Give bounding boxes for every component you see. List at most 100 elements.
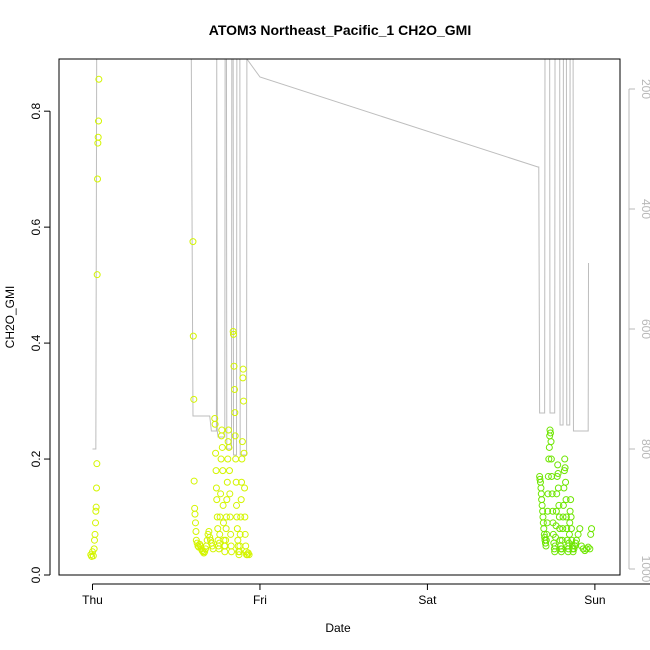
data-point	[240, 397, 248, 405]
data-point	[586, 545, 594, 553]
data-point	[239, 365, 247, 373]
data-point	[547, 455, 555, 463]
y-axis-label: CH2O_GMI	[3, 286, 17, 349]
data-point	[557, 548, 565, 556]
y-tick-label: 0.4	[29, 334, 43, 351]
data-point	[223, 478, 231, 486]
data-point	[224, 438, 232, 446]
data-point	[555, 501, 563, 509]
data-point	[558, 536, 566, 544]
data-point	[189, 238, 197, 246]
data-point	[212, 484, 220, 492]
data-point	[233, 513, 241, 521]
data-point	[584, 543, 592, 551]
plot-series	[87, 59, 596, 560]
data-point	[92, 519, 100, 527]
y-tick-right-label: 200	[639, 79, 650, 99]
data-point	[553, 472, 561, 480]
data-point	[544, 472, 552, 480]
data-point	[219, 501, 227, 509]
y-axis-right: 200 400 600 800 1000	[628, 79, 650, 583]
data-point	[565, 530, 573, 538]
data-point	[234, 536, 242, 544]
y-tick-label: 0.2	[29, 450, 43, 467]
data-point	[562, 478, 570, 486]
data-point	[554, 470, 562, 478]
data-point	[224, 455, 232, 463]
data-point	[549, 507, 557, 515]
data-point	[567, 496, 575, 504]
data-point	[222, 513, 230, 521]
data-point	[537, 484, 545, 492]
data-point	[536, 475, 544, 483]
pressure-line	[92, 59, 590, 456]
data-point	[94, 133, 102, 141]
data-point	[588, 525, 596, 533]
data-point	[544, 507, 552, 515]
data-point	[546, 426, 554, 434]
data-point	[212, 467, 220, 475]
data-point	[587, 530, 595, 538]
data-point	[190, 395, 198, 403]
data-point	[94, 139, 102, 147]
data-point	[233, 525, 241, 533]
data-point	[229, 327, 237, 335]
data-point	[92, 503, 100, 511]
data-point	[222, 536, 230, 544]
data-point	[90, 545, 98, 553]
data-point	[91, 530, 99, 538]
y-tick-right-label: 800	[639, 439, 650, 459]
data-point	[227, 542, 235, 550]
data-point	[583, 545, 591, 553]
data-point	[219, 519, 227, 527]
data-point	[230, 330, 237, 338]
data-point	[217, 432, 225, 440]
data-point	[226, 490, 234, 498]
data-point	[548, 490, 556, 498]
data-point	[240, 449, 248, 457]
data-point	[95, 75, 103, 83]
data-point	[227, 530, 235, 538]
data-point	[539, 513, 547, 521]
data-point	[561, 464, 569, 472]
data-point	[553, 490, 561, 498]
data-point	[236, 530, 244, 538]
data-point	[547, 429, 554, 437]
data-point	[223, 496, 231, 504]
data-point	[560, 467, 568, 475]
data-point	[238, 438, 246, 446]
data-point	[95, 117, 103, 125]
data-point	[543, 530, 551, 538]
data-point	[222, 525, 230, 533]
data-point	[189, 332, 197, 340]
data-point	[562, 513, 570, 521]
plot-frame	[58, 58, 621, 576]
data-point	[191, 510, 199, 518]
data-point	[231, 432, 239, 440]
x-tick-label: Sun	[584, 593, 605, 607]
y-tick-right-label: 400	[639, 199, 650, 219]
data-point	[192, 528, 200, 536]
data-point	[214, 525, 222, 533]
data-point	[242, 542, 250, 550]
data-point	[545, 455, 553, 463]
data-point	[561, 455, 569, 463]
data-point	[225, 443, 233, 451]
data-point	[231, 385, 238, 393]
data-point	[93, 484, 101, 492]
chart-title: ATOM3 Northeast_Pacific_1 CH2O_GMI	[209, 22, 471, 38]
data-point	[545, 443, 553, 451]
data-point	[241, 530, 249, 538]
data-point	[245, 551, 253, 559]
data-point	[239, 374, 247, 382]
data-point	[566, 507, 574, 515]
data-point	[92, 507, 100, 515]
data-point	[213, 496, 221, 504]
data-point	[89, 552, 97, 560]
x-axis-label: Date	[325, 621, 351, 635]
data-point	[237, 496, 245, 504]
x-axis: ThuFriSatSunMon	[82, 583, 650, 607]
data-point	[191, 504, 199, 512]
x-tick-label: Sat	[418, 593, 437, 607]
